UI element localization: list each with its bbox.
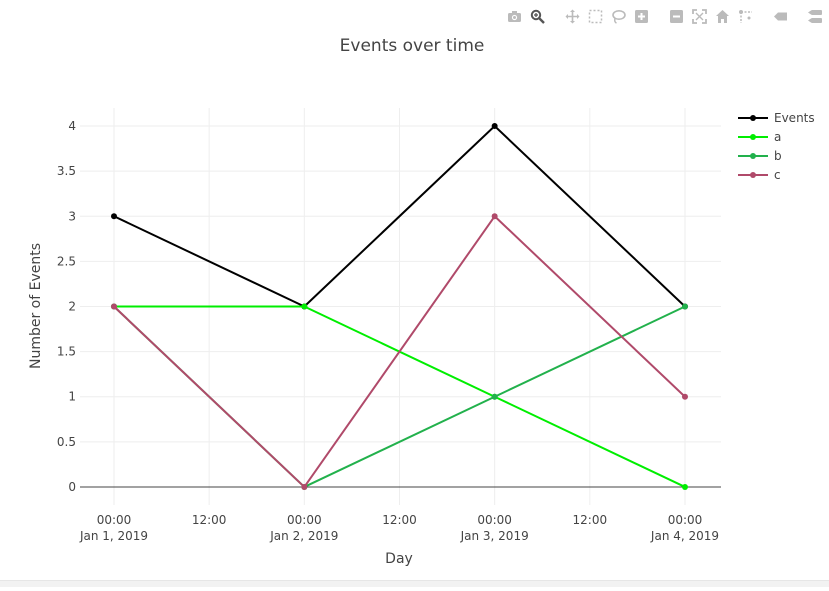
pan-icon <box>565 9 580 23</box>
autoscale-icon <box>692 8 707 24</box>
x-tick-label: 00:00 <box>97 513 132 527</box>
y-tick-label: 2 <box>68 300 76 314</box>
hover-compare-button[interactable] <box>806 6 826 26</box>
zoom-out-button[interactable] <box>667 6 687 26</box>
legend-swatch-marker <box>750 153 756 159</box>
legend-item-b[interactable]: b <box>738 149 782 163</box>
box-select-icon <box>588 9 603 23</box>
y-axis-title: Number of Events <box>28 243 44 369</box>
bottom-scroll-strip <box>0 580 829 587</box>
box-select-button[interactable] <box>586 6 606 26</box>
data-point-c[interactable] <box>301 483 308 490</box>
camera-icon <box>508 10 521 22</box>
modebar-toolbar <box>503 6 827 26</box>
y-tick-label: 4 <box>68 119 76 133</box>
axes: 0 0.5 1 1.5 2 2.5 3 3.5 4 00:00 Jan 1, 2019 12:00 00… <box>57 119 721 543</box>
x-axis-title: Day <box>385 551 413 567</box>
spike-lines-button[interactable] <box>736 6 756 26</box>
x-tick-date-label: Jan 3, 2019 <box>460 529 529 543</box>
data-point-events[interactable] <box>111 213 117 220</box>
lasso-select-icon <box>612 9 626 24</box>
reset-axes-button[interactable] <box>713 6 733 26</box>
legend[interactable]: Events abc <box>738 111 815 182</box>
y-tick-label: 0 <box>68 480 76 494</box>
lasso-select-button[interactable] <box>609 6 629 26</box>
plot-area[interactable] <box>111 123 688 490</box>
reset-axes-icon <box>716 9 729 23</box>
y-tick-label: 0.5 <box>57 435 76 449</box>
x-tick-date-label: Jan 1, 2019 <box>79 529 148 543</box>
series-line-c[interactable] <box>113 215 686 488</box>
autoscale-button[interactable] <box>690 6 710 26</box>
zoom-out-icon <box>670 9 683 23</box>
hover-compare-icon <box>808 9 822 23</box>
data-point-c[interactable] <box>681 393 688 400</box>
hover-closest-button[interactable] <box>771 6 791 26</box>
legend-swatch-marker <box>750 115 756 121</box>
legend-label: c <box>774 168 781 182</box>
data-point-a[interactable] <box>681 483 688 490</box>
pan-button[interactable] <box>563 6 583 26</box>
legend-item-c[interactable]: c <box>738 168 781 182</box>
hover-closest-icon <box>774 12 787 20</box>
x-tick-label: 12:00 <box>573 513 608 527</box>
x-tick-label: 00:00 <box>287 513 322 527</box>
x-tick-label: 00:00 <box>477 513 512 527</box>
x-tick-date-label: Jan 4, 2019 <box>650 529 719 543</box>
series-line-events[interactable] <box>113 125 686 308</box>
y-tick-label: 1.5 <box>57 345 76 359</box>
legend-swatch-marker <box>750 134 756 140</box>
legend-label: Events <box>774 111 815 125</box>
camera-button[interactable] <box>505 6 525 26</box>
legend-swatch-marker <box>750 172 756 178</box>
y-tick-label: 3.5 <box>57 164 76 178</box>
y-tick-label: 3 <box>68 209 76 223</box>
legend-label: a <box>774 130 781 144</box>
data-point-c[interactable] <box>491 213 498 220</box>
x-tick-label: 12:00 <box>192 513 227 527</box>
zoom-button[interactable] <box>528 6 548 26</box>
x-tick-label: 12:00 <box>382 513 417 527</box>
data-point-events[interactable] <box>491 123 498 130</box>
zoom-in-icon <box>635 9 648 23</box>
data-point-b[interactable] <box>681 303 688 310</box>
legend-item-events[interactable]: Events <box>738 111 815 125</box>
spike-lines-icon <box>739 9 752 23</box>
data-point-b[interactable] <box>491 393 498 400</box>
data-point-a[interactable] <box>301 303 308 310</box>
zoom-icon <box>530 9 545 24</box>
y-tick-label: 2.5 <box>57 254 76 268</box>
zoom-in-button[interactable] <box>632 6 652 26</box>
x-tick-date-label: Jan 2, 2019 <box>269 529 338 543</box>
y-tick-label: 1 <box>68 390 76 404</box>
legend-item-a[interactable]: a <box>738 130 781 144</box>
x-tick-label: 00:00 <box>668 513 703 527</box>
legend-label: b <box>774 149 782 163</box>
chart-title: Events over time <box>340 36 485 56</box>
data-point-c[interactable] <box>111 303 117 310</box>
